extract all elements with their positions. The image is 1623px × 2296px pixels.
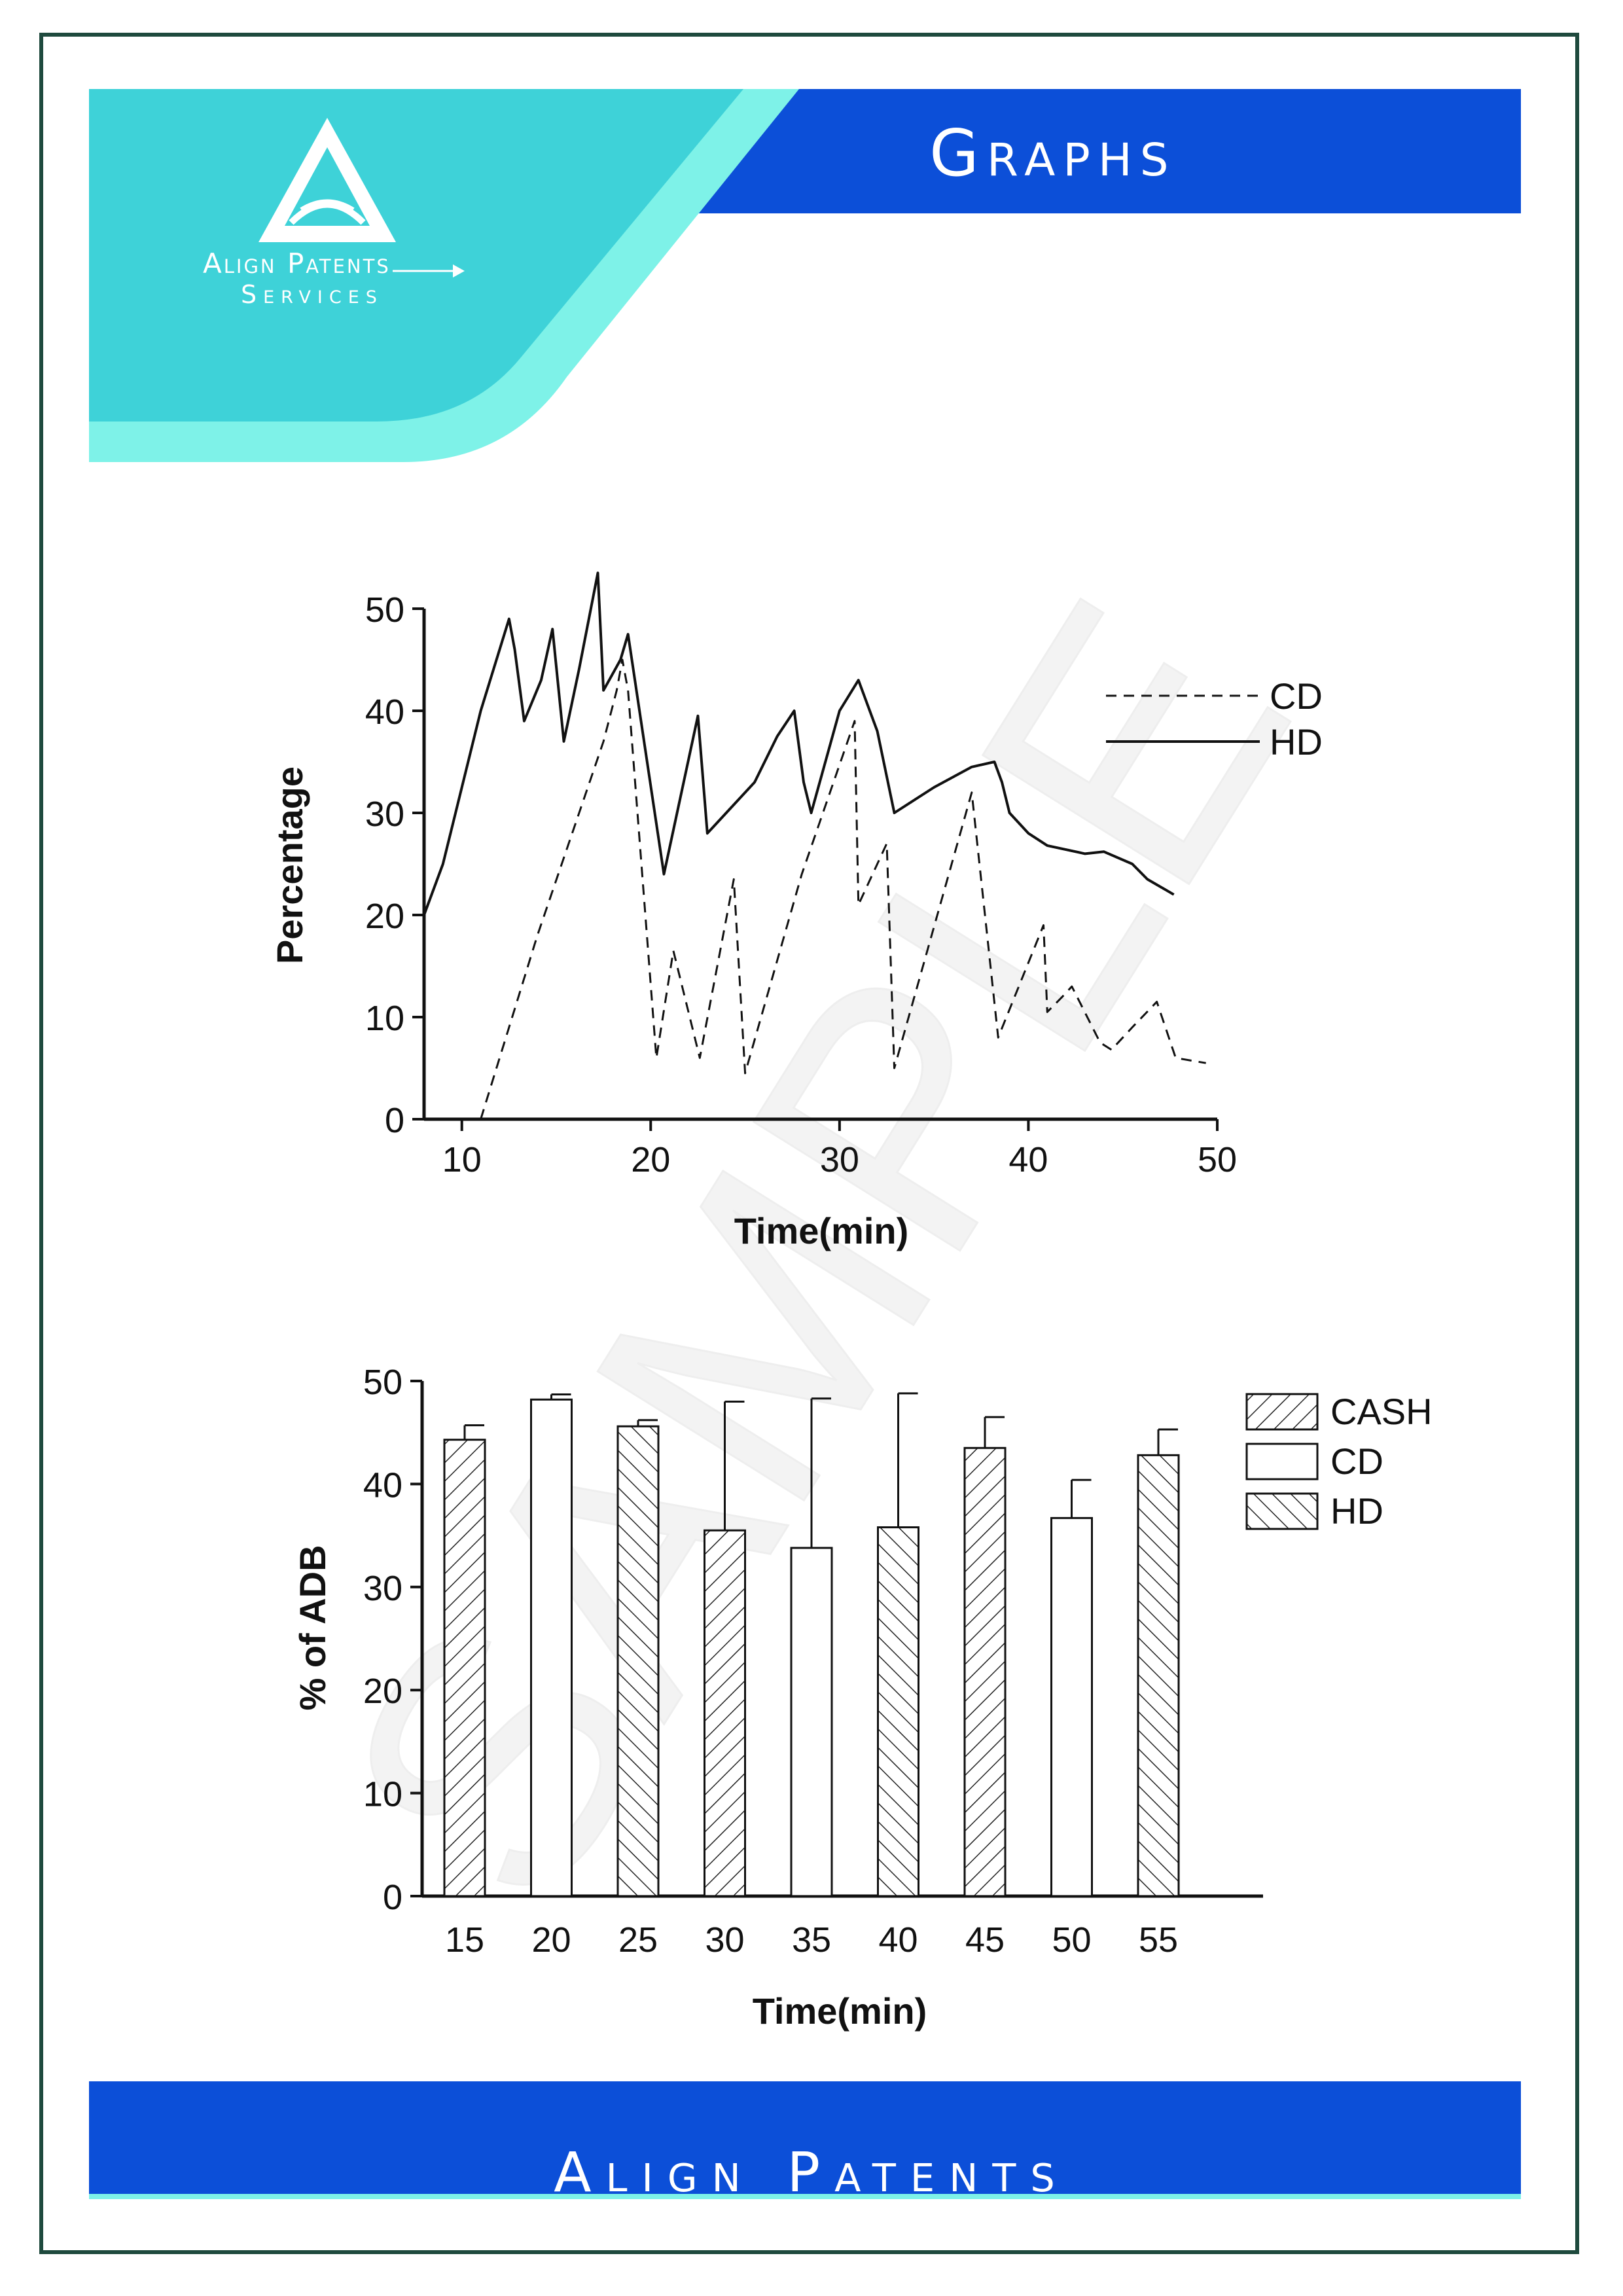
bar-40 — [878, 1528, 919, 1896]
bar-50 — [1052, 1518, 1092, 1896]
bar-45 — [965, 1448, 1005, 1896]
bar-chart-y-tick-label: 10 — [363, 1775, 402, 1814]
bar-chart-y-tick-label: 30 — [363, 1569, 402, 1608]
bar-chart-x-tick-label: 15 — [445, 1920, 484, 1960]
legend-swatch-cd — [1247, 1444, 1317, 1479]
bar-chart-x-tick-label: 25 — [618, 1920, 658, 1960]
bar-chart-x-tick-label: 55 — [1139, 1920, 1178, 1960]
bar-20 — [531, 1399, 572, 1896]
bar-chart-x-tick-label: 50 — [1052, 1920, 1091, 1960]
bar-chart-x-tick-label: 45 — [965, 1920, 1005, 1960]
bar-chart-y-tick-label: 0 — [383, 1878, 402, 1917]
bar-55 — [1138, 1455, 1179, 1896]
bar-chart-x-tick-label: 40 — [878, 1920, 918, 1960]
bar-35 — [791, 1548, 832, 1896]
bar-15 — [444, 1440, 485, 1896]
bar-chart-ylabel: % of ADB — [292, 1545, 333, 1710]
bar-30 — [705, 1530, 745, 1896]
bar-chart-x-tick-label: 35 — [792, 1920, 831, 1960]
legend-label-hd: HD — [1330, 1490, 1383, 1532]
bar-chart-bars — [444, 1393, 1179, 1896]
footer-title: Align Patents — [0, 2140, 1623, 2204]
bar-chart-x-tick-label: 30 — [705, 1920, 744, 1960]
legend-swatch-cash — [1247, 1394, 1317, 1429]
bar-chart-x-tick-label: 20 — [531, 1920, 571, 1960]
bar-chart-y-tick-label: 40 — [363, 1465, 402, 1505]
bar-chart-y-tick-label: 50 — [363, 1363, 402, 1402]
bar-chart-y-tick-label: 20 — [363, 1672, 402, 1711]
bar-25 — [618, 1426, 658, 1896]
bar-chart-xlabel: Time(min) — [753, 1990, 927, 2032]
legend-label-cd: CD — [1330, 1441, 1383, 1482]
legend-label-cash: CASH — [1330, 1391, 1433, 1432]
legend-swatch-hd — [1247, 1494, 1317, 1529]
bar-chart-legend: CASH CD HD — [1247, 1391, 1433, 1532]
